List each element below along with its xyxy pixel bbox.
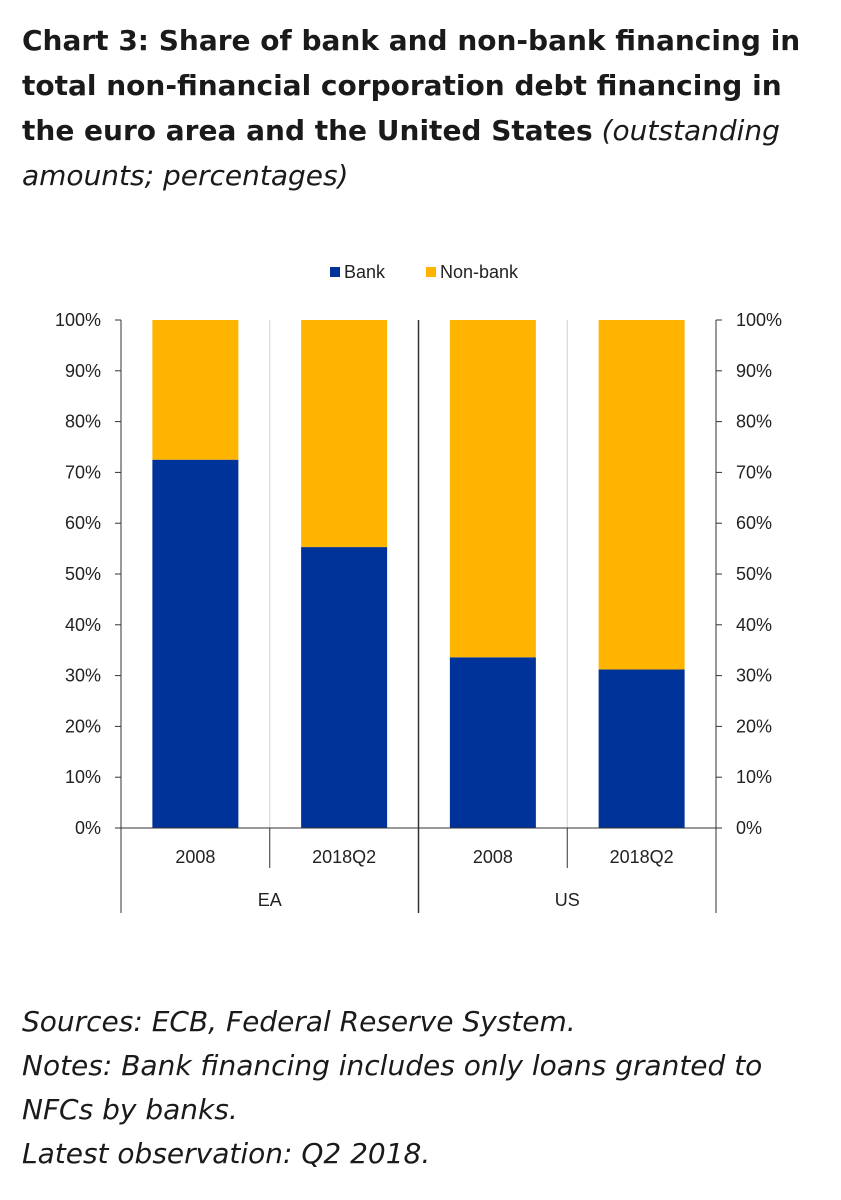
y-tick-label-right: 80% — [736, 412, 772, 432]
bar-bank-3 — [449, 657, 536, 828]
y-tick-label-left: 10% — [65, 767, 101, 787]
y-tick-label-right: 40% — [736, 615, 772, 635]
bar-non-bank-3 — [449, 320, 536, 658]
y-tick-label-right: 30% — [736, 666, 772, 686]
y-tick-label-left: 60% — [65, 513, 101, 533]
y-tick-label-right: 20% — [736, 716, 772, 736]
y-tick-label-left: 30% — [65, 666, 101, 686]
y-tick-label-left: 70% — [65, 462, 101, 482]
notes-line-1: Notes: Bank financing includes only loan… — [22, 1049, 763, 1082]
legend-swatch-bank — [330, 267, 340, 277]
x-category-label: 2008 — [473, 847, 513, 867]
y-tick-label-right: 90% — [736, 361, 772, 381]
y-tick-label-right: 60% — [736, 513, 772, 533]
y-tick-label-left: 50% — [65, 564, 101, 584]
x-category-label: 2018Q2 — [610, 847, 674, 867]
y-tick-label-left: 100% — [55, 310, 101, 330]
bar-non-bank-1 — [152, 320, 239, 460]
y-tick-label-right: 70% — [736, 462, 772, 482]
chart-title: Chart 3: Share of bank and non-bank fina… — [22, 18, 822, 198]
sources-note: Sources: ECB, Federal Reserve System. — [22, 1005, 576, 1038]
latest-observation-note: Latest observation: Q2 2018. — [22, 1137, 431, 1170]
stacked-bar-chart: 0% 0% 10% 10% 20% 20% 30% 30% 40% 40% 50% 50% 60% 60%… — [55, 262, 782, 913]
x-category-label: 2018Q2 — [312, 847, 376, 867]
y-tick-label-right: 100% — [736, 310, 782, 330]
bar-bank-1 — [152, 459, 239, 828]
y-tick-label-left: 0% — [75, 818, 101, 838]
legend-label-non-bank: Non-bank — [440, 262, 519, 282]
legend-label-bank: Bank — [344, 262, 386, 282]
x-group-label: US — [555, 890, 580, 910]
chart-title-main: Chart 3: Share of bank and non-bank fina… — [22, 24, 801, 147]
y-tick-label-right: 50% — [736, 564, 772, 584]
y-tick-label-left: 40% — [65, 615, 101, 635]
chart-notes: Sources: ECB, Federal Reserve System. No… — [22, 1000, 822, 1176]
legend-swatch-non-bank — [426, 267, 436, 277]
notes-line-2: NFCs by banks. — [22, 1093, 238, 1126]
y-tick-label-left: 20% — [65, 716, 101, 736]
bar-non-bank-2 — [301, 320, 388, 548]
bar-non-bank-4 — [598, 320, 685, 670]
y-tick-label-left: 90% — [65, 361, 101, 381]
bar-bank-4 — [598, 669, 685, 828]
x-category-label: 2008 — [175, 847, 215, 867]
x-group-label: EA — [258, 890, 282, 910]
bar-bank-2 — [301, 547, 388, 828]
y-tick-label-right: 0% — [736, 818, 762, 838]
y-tick-label-left: 80% — [65, 412, 101, 432]
chart-title-subtitle: (outstanding amounts; percentages) — [22, 114, 780, 192]
y-tick-label-right: 10% — [736, 767, 772, 787]
